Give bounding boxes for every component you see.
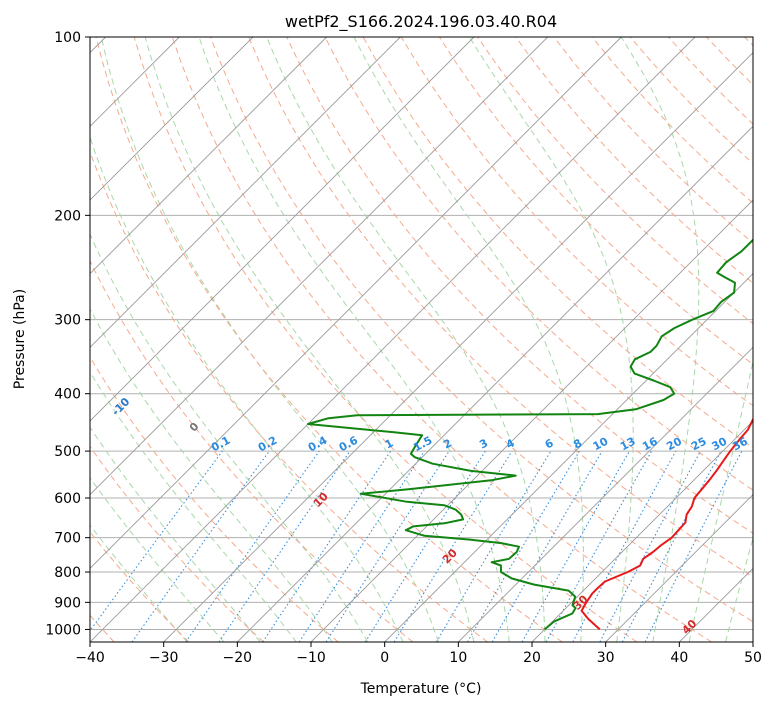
dry-adiabats	[90, 37, 753, 642]
isotherm-line	[90, 37, 696, 642]
chart-title: wetPf2_S166.2024.196.03.40.R04	[285, 12, 557, 32]
isotherm-line	[90, 37, 475, 422]
mixing-ratio-line	[644, 450, 743, 642]
x-tick-label: 30	[597, 650, 615, 666]
temperature-line	[580, 417, 753, 631]
moist-adiabat-line	[100, 37, 439, 642]
y-tick-label: 400	[54, 387, 81, 403]
y-tick-label: 800	[54, 565, 81, 581]
y-axis-label: Pressure (hPa)	[12, 289, 28, 389]
x-tick-label: 50	[744, 650, 762, 666]
mixing-ratio-label: 36	[730, 435, 750, 454]
x-axis-label: Temperature (°C)	[360, 681, 482, 697]
isotherm-line	[90, 37, 548, 496]
isotherm-line	[458, 346, 753, 642]
moist-adiabat-line	[353, 37, 584, 642]
plot-background	[90, 37, 753, 642]
isotherm-line	[90, 37, 254, 201]
y-tick-label: 700	[54, 531, 81, 547]
x-tick-label: 0	[380, 650, 389, 666]
dry-adiabat-line	[90, 356, 339, 642]
dry-adiabat-line	[95, 37, 563, 642]
x-tick-label: −20	[223, 650, 253, 666]
isotherm-line	[90, 37, 401, 348]
moist-adiabat-line	[90, 370, 297, 642]
mixing-ratio-line	[218, 450, 351, 642]
isotherm-line	[531, 420, 753, 642]
dry-adiabat-line	[210, 37, 753, 623]
mixing-ratio-label: 10	[591, 434, 611, 453]
y-tick-label: 200	[54, 208, 81, 224]
dry-adiabat-line	[90, 445, 264, 642]
x-tick-label: −30	[149, 650, 179, 666]
dewpoint-line	[307, 238, 753, 631]
mixing-ratio-line	[90, 450, 223, 632]
isotherm-line	[90, 37, 622, 569]
dry-adiabat-line	[286, 37, 753, 534]
y-axis-ticks: 1000 900 800 700 600 500 400 300 200 100	[45, 30, 90, 638]
isotherm-line	[310, 199, 753, 642]
mixing-ratio-label: 13	[618, 435, 638, 454]
isotherm-line	[752, 641, 753, 642]
x-tick-label: 20	[523, 650, 541, 666]
x-axis-ticks: −40 −30 −20 −10 0 10 20 30 40 50	[75, 642, 762, 666]
mixing-ratio-line	[325, 450, 450, 642]
y-tick-label: 500	[54, 444, 81, 460]
mixing-ratio-line	[545, 450, 653, 642]
moist-adiabat-line	[725, 536, 753, 642]
isotherm-line	[90, 37, 327, 275]
mixing-ratio-label: 30	[710, 435, 730, 454]
mixing-ratio-line	[521, 450, 630, 642]
y-tick-label: 900	[54, 595, 81, 611]
mixing-ratio-line	[185, 450, 320, 642]
x-tick-label: −10	[296, 650, 326, 666]
mixing-ratio-line	[131, 450, 270, 642]
y-tick-label: 100	[54, 30, 81, 46]
sounding-series	[307, 238, 753, 631]
moist-adiabat-line	[144, 37, 475, 642]
dry-adiabat-line	[515, 37, 753, 284]
moist-adiabat-line	[90, 232, 369, 642]
y-tick-label: 600	[54, 491, 81, 507]
x-tick-label: 40	[670, 650, 688, 666]
moist-adiabat-line	[688, 358, 753, 642]
moist-adiabat-line	[90, 308, 333, 642]
dry-adiabat-line	[90, 259, 414, 642]
moist-adiabat-line	[620, 37, 700, 642]
moist-adiabat-line	[90, 524, 188, 642]
moist-adiabat-line	[762, 37, 775, 642]
x-tick-label: −40	[75, 650, 105, 666]
isotherm-line	[163, 52, 753, 642]
isotherm-line	[605, 494, 753, 642]
mixing-ratio-line	[572, 450, 677, 642]
y-tick-label: 1000	[45, 622, 81, 638]
moist-adiabat-line	[90, 476, 225, 642]
moist-adiabats	[90, 37, 775, 642]
dry-adiabat-line	[248, 37, 753, 578]
moist-adiabat-line	[266, 37, 546, 642]
mixing-ratio-label: 20	[664, 434, 684, 453]
isotherm-line	[237, 125, 753, 642]
y-tick-label: 300	[54, 313, 81, 329]
plot-frame	[89, 36, 754, 643]
dry-adiabat-line	[324, 37, 753, 491]
moist-adiabat-line	[90, 426, 261, 642]
mixing-ratio-label: 25	[689, 435, 709, 454]
dry-adiabat-line	[171, 37, 712, 642]
mixing-ratio-line	[393, 450, 513, 642]
mixing-ratio-line	[298, 450, 425, 642]
plot-area: -100-90-80-70-60-50-40-30-20-10010203040…	[90, 37, 775, 642]
moist-adiabat-line	[198, 37, 510, 642]
x-tick-label: 10	[449, 650, 467, 666]
moist-adiabat-line	[90, 135, 404, 642]
pressure-gridlines	[90, 37, 753, 630]
mixing-ratio-label: 16	[640, 435, 660, 454]
